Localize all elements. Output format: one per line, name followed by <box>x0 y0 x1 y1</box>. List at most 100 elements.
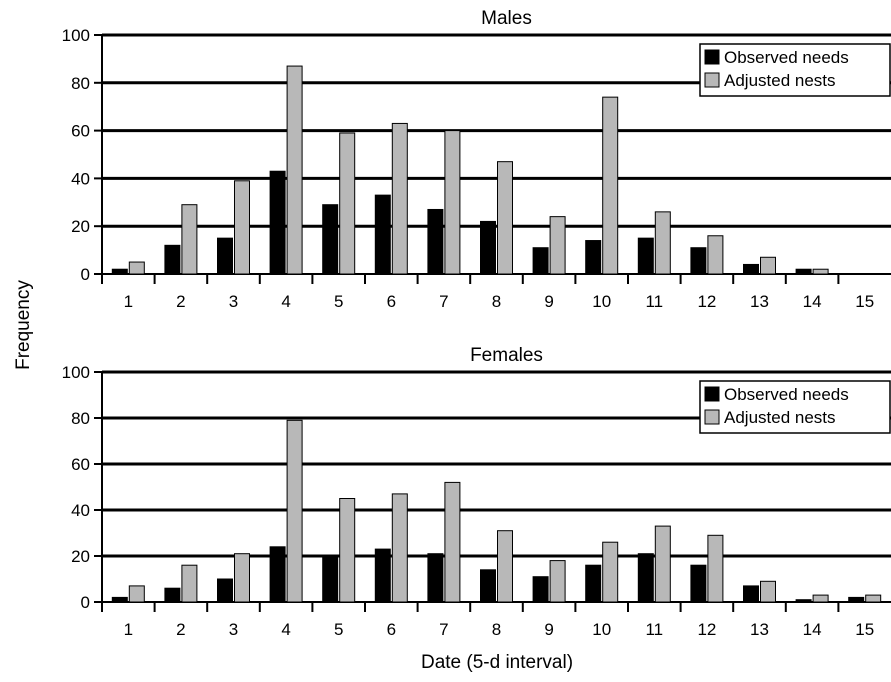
bar-adjusted <box>549 216 566 275</box>
y-tick-label: 80 <box>71 409 90 428</box>
bar-adjusted <box>181 564 198 603</box>
bar-adjusted <box>339 498 356 603</box>
bar-observed <box>164 587 181 603</box>
x-tick-label: 12 <box>697 292 716 311</box>
x-tick-label: 2 <box>176 292 185 311</box>
legend-label: Adjusted nests <box>724 71 836 90</box>
bar-adjusted <box>128 585 145 603</box>
x-tick-label: 5 <box>334 292 343 311</box>
legend-swatch-adjusted <box>704 72 720 88</box>
legend-box <box>699 43 891 97</box>
x-tick-label: 13 <box>750 292 769 311</box>
bar-adjusted <box>865 594 882 603</box>
bar-adjusted <box>497 530 513 603</box>
bar-adjusted <box>444 130 461 275</box>
y-tick-label: 60 <box>71 122 90 141</box>
bar-observed <box>637 553 654 603</box>
bar-adjusted <box>654 525 671 603</box>
legend-swatch-observed <box>704 386 720 402</box>
x-tick-label: 8 <box>492 292 501 311</box>
bar-observed <box>532 576 549 603</box>
x-tick-label: 15 <box>855 292 874 311</box>
x-tick-label: 10 <box>592 292 611 311</box>
legend-swatch-adjusted <box>704 409 720 425</box>
bar-observed <box>585 240 602 275</box>
legend: Observed needs Adjusted nests <box>699 380 891 434</box>
bar-observed <box>322 204 339 275</box>
bar-observed <box>532 247 549 275</box>
x-tick-label: 10 <box>592 620 611 639</box>
y-tick-label: 40 <box>71 501 90 520</box>
y-axis-label: Frequency <box>13 280 34 370</box>
bar-observed <box>848 596 865 603</box>
bar-adjusted <box>707 534 724 603</box>
bar-adjusted <box>339 132 356 275</box>
x-tick-label: 5 <box>334 620 343 639</box>
bar-observed <box>637 237 654 275</box>
y-tick-label: 20 <box>71 217 90 236</box>
x-tick-label: 8 <box>492 620 501 639</box>
bar-observed <box>111 596 128 603</box>
bar-observed <box>217 237 233 275</box>
bar-adjusted <box>707 235 724 275</box>
bar-adjusted <box>391 493 408 603</box>
x-axis-label: Date (5-d interval) <box>421 652 573 673</box>
bar-observed <box>269 170 286 275</box>
bar-adjusted <box>760 256 776 275</box>
bar-observed <box>795 268 812 275</box>
x-tick-label: 11 <box>645 620 663 639</box>
x-tick-label: 11 <box>645 292 663 311</box>
y-tick-label: 100 <box>62 26 90 45</box>
x-tick-label: 12 <box>697 620 716 639</box>
x-tick-label: 9 <box>544 292 553 311</box>
bar-observed <box>427 553 444 603</box>
bar-adjusted <box>286 419 303 603</box>
bar-adjusted <box>602 541 619 603</box>
x-tick-label: 4 <box>281 292 290 311</box>
bar-observed <box>480 220 496 275</box>
bar-adjusted <box>444 481 461 603</box>
legend-swatch-observed <box>704 49 720 65</box>
x-tick-label: 3 <box>229 292 238 311</box>
bar-adjusted <box>497 161 513 275</box>
y-tick-label: 20 <box>71 547 90 566</box>
bar-observed <box>217 578 233 603</box>
bar-adjusted <box>812 594 829 603</box>
bar-adjusted <box>181 204 198 275</box>
bar-observed <box>111 268 128 275</box>
bar-adjusted <box>234 180 250 275</box>
y-tick-label: 60 <box>71 455 90 474</box>
bar-observed <box>427 208 444 275</box>
y-tick-label: 40 <box>71 169 90 188</box>
bar-observed <box>480 569 496 603</box>
bar-observed <box>743 585 759 603</box>
bar-observed <box>690 564 707 603</box>
legend-label: Observed needs <box>724 385 849 404</box>
bar-observed <box>374 194 391 275</box>
legend-label: Observed needs <box>724 48 849 67</box>
x-tick-label: 6 <box>387 292 396 311</box>
bar-observed <box>269 546 286 603</box>
bar-observed <box>374 548 391 603</box>
x-tick-label: 4 <box>281 620 290 639</box>
bar-adjusted <box>391 122 408 275</box>
legend: Observed needs Adjusted nests <box>699 43 891 97</box>
bar-observed <box>322 555 339 603</box>
legend-label: Adjusted nests <box>724 408 836 427</box>
x-tick-label: 9 <box>544 620 553 639</box>
x-tick-label: 1 <box>124 292 133 311</box>
bar-observed <box>795 599 812 603</box>
chart-title: Females <box>470 345 543 366</box>
x-tick-label: 6 <box>387 620 396 639</box>
bar-observed <box>585 564 602 603</box>
legend-box <box>699 380 891 434</box>
x-tick-label: 1 <box>124 620 133 639</box>
bar-adjusted <box>812 268 829 275</box>
bar-adjusted <box>602 96 619 275</box>
x-tick-label: 2 <box>176 620 185 639</box>
x-tick-label: 14 <box>803 620 822 639</box>
